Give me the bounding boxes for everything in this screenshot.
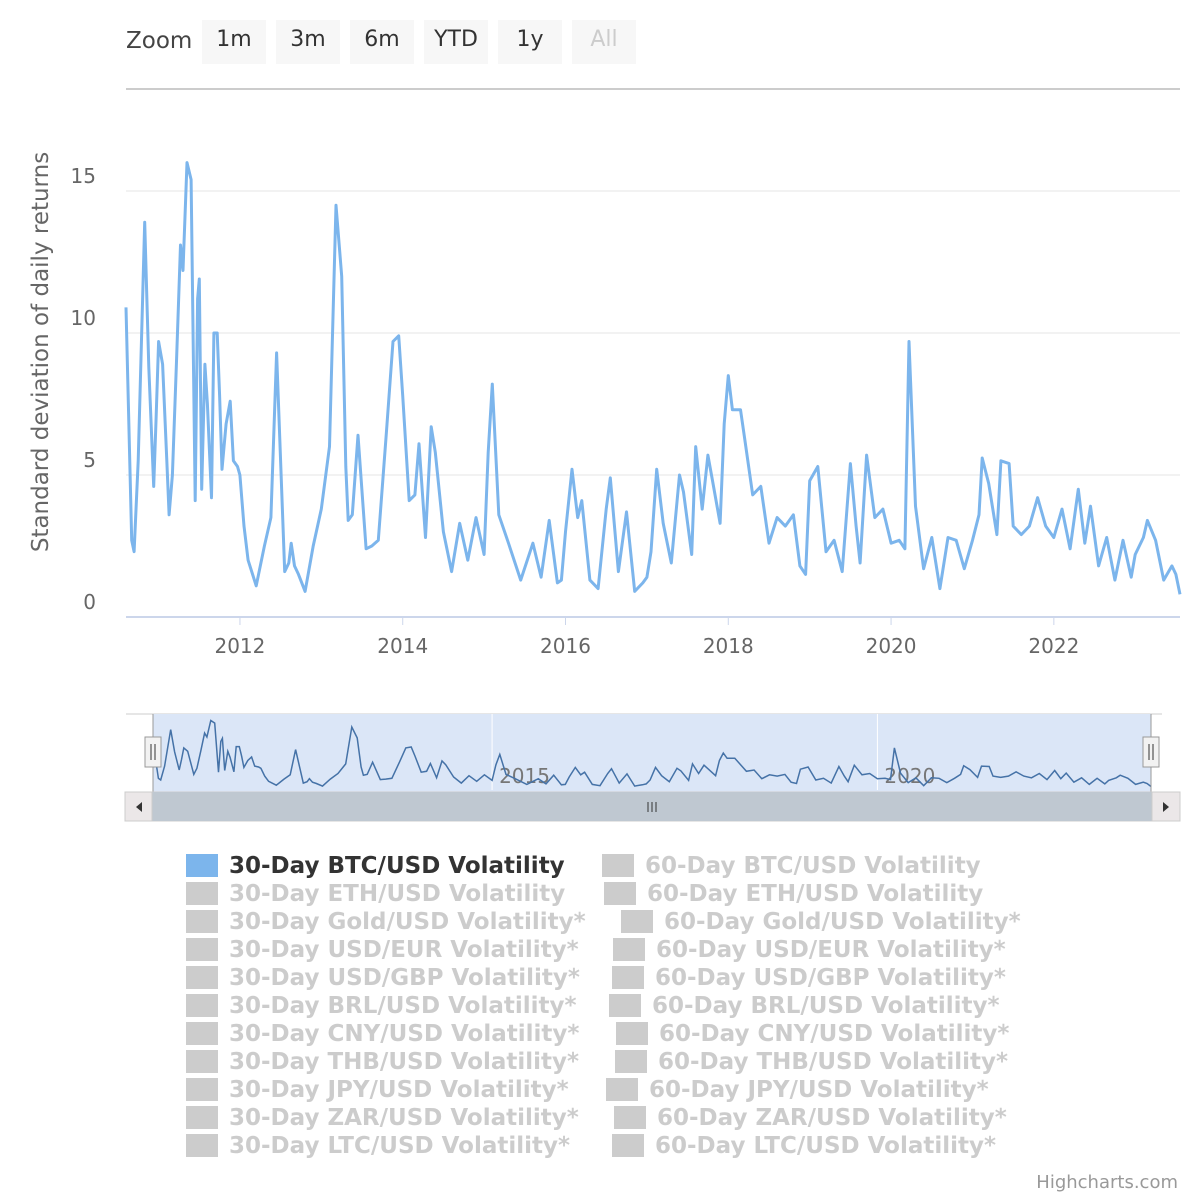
x-tick-label: 2022: [1028, 634, 1079, 658]
legend-label: 60-Day THB/USD Volatility*: [658, 1049, 1009, 1075]
legend-label: 60-Day JPY/USD Volatility*: [649, 1077, 989, 1103]
arrow-right-icon: [1163, 802, 1169, 812]
credits-link[interactable]: Highcharts.com: [1036, 1172, 1178, 1193]
y-tick-label: 5: [83, 448, 96, 472]
legend-label: 30-Day Gold/USD Volatility*: [229, 909, 586, 935]
legend-swatch: [186, 882, 218, 905]
legend-label: 60-Day BRL/USD Volatility*: [652, 993, 1000, 1019]
zoom-ytd-button[interactable]: YTD: [424, 20, 488, 64]
zoom-label: Zoom: [126, 28, 193, 54]
legend-label: 60-Day Gold/USD Volatility*: [664, 909, 1021, 935]
x-tick-label: 2016: [540, 634, 591, 658]
legend-swatch: [186, 1106, 218, 1129]
legend-label: 30-Day BRL/USD Volatility*: [229, 993, 577, 1019]
legend-swatch: [186, 1022, 218, 1045]
legend-swatch: [615, 1050, 647, 1073]
legend-label: 30-Day JPY/USD Volatility*: [229, 1077, 569, 1103]
chart-area: 0 5 10 15 2012 2014 2016 2018 2020 2022 Standard…: [28, 88, 1182, 822]
legend-label: 30-Day BTC/USD Volatility: [229, 853, 565, 879]
legend-label: 60-Day BTC/USD Volatility: [645, 853, 981, 879]
legend-swatch: [186, 910, 218, 933]
zoom-6m-button[interactable]: 6m: [350, 20, 414, 64]
legend-swatch: [602, 854, 634, 877]
legend-swatch: [186, 994, 218, 1017]
legend-label: 30-Day CNY/USD Volatility*: [229, 1021, 580, 1047]
scrollbar-grip-icon: [647, 802, 657, 812]
navigator: 2015 2020: [126, 713, 1162, 792]
legend-swatch: [616, 1022, 648, 1045]
y-axis-ticks: 0 5 10 15: [71, 164, 96, 614]
legend-label: 60-Day LTC/USD Volatility*: [655, 1133, 997, 1159]
legend-swatch: [186, 1078, 218, 1101]
legend-swatch: [612, 1134, 644, 1157]
series-line-group: [124, 161, 1182, 595]
legend-label: 30-Day ZAR/USD Volatility*: [229, 1105, 579, 1131]
y-axis-title: Standard deviation of daily returns: [28, 152, 54, 552]
legend-swatch: [186, 1050, 218, 1073]
y-tick-label: 0: [83, 590, 96, 614]
navigator-tick-label: 2020: [884, 764, 935, 788]
y-tick-label: 15: [71, 164, 96, 188]
navigator-left-handle[interactable]: [144, 736, 162, 768]
navigator-line-group: [152, 719, 1152, 788]
legend-label: 30-Day USD/GBP Volatility*: [229, 965, 580, 991]
legend-label: 60-Day USD/EUR Volatility*: [656, 937, 1006, 963]
navigator-tick-label: 2015: [499, 764, 550, 788]
navigator-series-line: [152, 719, 1152, 788]
zoom-all-button[interactable]: All: [572, 20, 636, 64]
legend-swatch: [609, 994, 641, 1017]
navigator-ticks: 2015 2020: [491, 714, 935, 790]
zoom-1y-button[interactable]: 1y: [498, 20, 562, 64]
legend-swatch: [613, 938, 645, 961]
legend-swatch: [186, 1134, 218, 1157]
legend-swatch: [604, 882, 636, 905]
legend-swatch: [614, 1106, 646, 1129]
legend-label: 30-Day ETH/USD Volatility: [229, 881, 566, 907]
x-axis-ticks: 2012 2014 2016 2018 2020 2022: [214, 617, 1079, 658]
grid-lines: [126, 190, 1180, 618]
legend-label: 60-Day USD/GBP Volatility*: [655, 965, 1006, 991]
legend-swatch: [621, 910, 653, 933]
x-tick-label: 2018: [703, 634, 754, 658]
zoom-3m-button[interactable]: 3m: [276, 20, 340, 64]
legend-label: 60-Day ZAR/USD Volatility*: [657, 1105, 1007, 1131]
x-tick-label: 2020: [866, 634, 917, 658]
x-tick-label: 2014: [377, 634, 428, 658]
y-tick-label: 10: [71, 306, 96, 330]
series-line-btc-usd-30d[interactable]: [124, 161, 1182, 595]
legend-swatch: [606, 1078, 638, 1101]
legend-label: 30-Day THB/USD Volatility*: [229, 1049, 580, 1075]
range-selector: Zoom 1m 3m 6m YTD 1y All: [0, 0, 1200, 80]
legend-label: 30-Day LTC/USD Volatility*: [229, 1133, 571, 1159]
legend-swatch: [612, 966, 644, 989]
x-tick-label: 2012: [214, 634, 265, 658]
legend-label: 30-Day USD/EUR Volatility*: [229, 937, 579, 963]
navigator-selected-range[interactable]: [153, 714, 1151, 792]
legend-swatch: [186, 966, 218, 989]
legend-label: 60-Day ETH/USD Volatility: [647, 881, 984, 907]
legend-swatch: [186, 938, 218, 961]
legend-swatch: [186, 854, 218, 877]
arrow-left-icon: [136, 802, 142, 812]
zoom-1m-button[interactable]: 1m: [202, 20, 266, 64]
legend-label: 60-Day CNY/USD Volatility*: [659, 1021, 1010, 1047]
navigator-right-handle[interactable]: [1142, 736, 1160, 768]
scrollbar[interactable]: [124, 791, 1181, 822]
